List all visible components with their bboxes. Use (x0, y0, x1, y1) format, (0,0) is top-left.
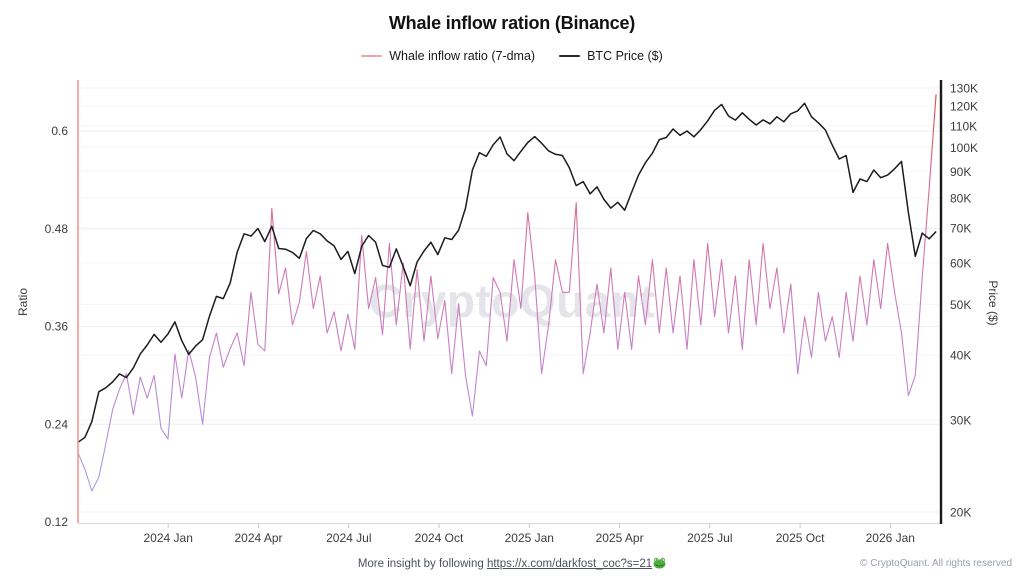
copyright-text: © CryptoQuant. All rights reserved (860, 558, 1012, 569)
x-tick-label: 2025 Oct (776, 531, 825, 545)
x-tick-label: 2024 Oct (415, 531, 464, 545)
footer-link-text: https://x.com/darkfost_coc?s=21 (486, 558, 653, 570)
whale-inflow-series-line (77, 94, 937, 492)
x-tick-label: 2024 Apr (234, 531, 282, 545)
y-right-axis-title: Price ($) (986, 280, 1000, 325)
y-right-tick-label: 20K (950, 506, 971, 520)
legend-item-whale: Whale inflow ratio (7-dma) (361, 49, 535, 63)
x-tick-label: 2024 Jul (326, 531, 371, 545)
y-right-tick-label: 110K (950, 119, 977, 133)
legend-label-btc: BTC Price ($) (587, 49, 663, 63)
y-left-tick-label: 0.24 (45, 417, 69, 431)
y-right-tick-label: 100K (950, 141, 978, 155)
legend-swatch-whale (361, 54, 383, 58)
y-right-tick-label: 50K (950, 298, 971, 312)
y-left-tick-label: 0.36 (45, 320, 69, 334)
y-right-tick-label: 120K (950, 100, 978, 114)
footer-text: More insight by following (357, 558, 487, 570)
x-tick-label: 2025 Jan (505, 531, 554, 545)
y-right-tick-label: 40K (950, 349, 971, 363)
x-tick-label: 2024 Jan (144, 531, 193, 545)
chart-title: Whale inflow ration (Binance) (388, 13, 636, 33)
y-right-tick-label: 90K (950, 165, 971, 179)
y-left-tick-label: 0.12 (45, 515, 69, 529)
footer-note: More insight by following https://x.com/… (0, 557, 1024, 570)
btc-price-series-line (77, 102, 937, 443)
legend-item-btc: BTC Price ($) (559, 49, 663, 63)
legend-swatch-btc (559, 54, 581, 58)
y-right-tick-label: 30K (950, 414, 971, 428)
y-right-tick-label: 70K (950, 222, 971, 236)
x-tick-label: 2026 Jan (866, 531, 915, 545)
y-right-tick-label: 80K (950, 192, 971, 206)
frog-emoji-icon (653, 557, 666, 569)
x-tick-label: 2025 Apr (596, 531, 644, 545)
legend-label-whale: Whale inflow ratio (7-dma) (389, 49, 536, 63)
y-left-tick-label: 0.6 (51, 124, 68, 138)
y-right-tick-label: 130K (950, 82, 978, 96)
x-tick-label: 2025 Jul (687, 531, 732, 545)
y-left-tick-label: 0.48 (45, 222, 69, 236)
legend: Whale inflow ratio (7-dma) BTC Price ($) (0, 49, 1024, 63)
y-left-axis-title: Ratio (16, 288, 30, 316)
y-right-tick-label: 60K (950, 257, 971, 271)
footer-link[interactable]: https://x.com/darkfost_coc?s=21 (486, 557, 666, 570)
